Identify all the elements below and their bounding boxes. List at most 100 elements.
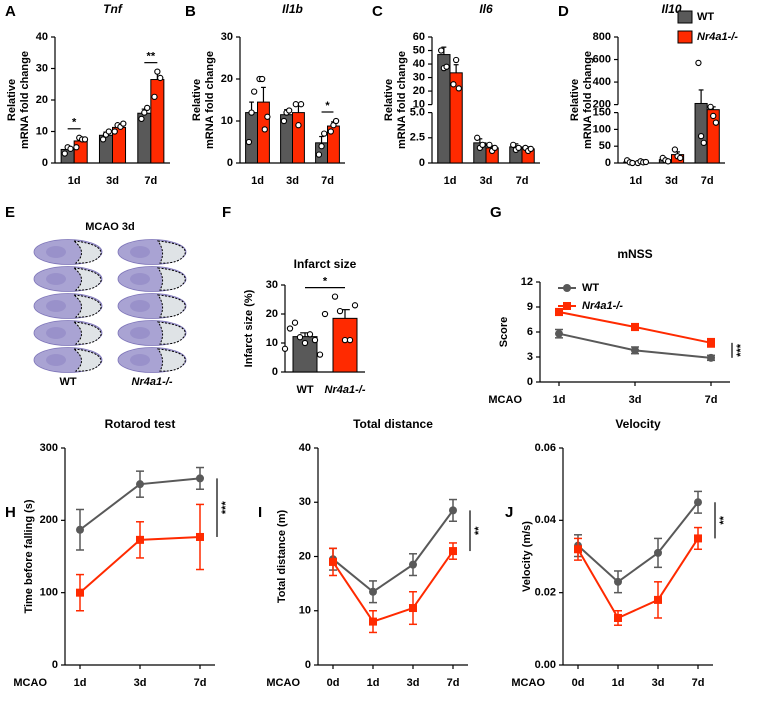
panel-letter: J [505, 504, 513, 521]
slice-texture [46, 246, 66, 258]
data-point [455, 85, 462, 92]
marker [694, 534, 702, 543]
brain-slice [33, 266, 103, 292]
y-tick-label: 10 [266, 337, 278, 349]
y-axis-label: Relative [6, 79, 18, 121]
marker [136, 480, 144, 489]
y-axis-label: mRNA fold change [396, 51, 408, 149]
marker [707, 338, 715, 347]
chart-title: Infarct size [294, 257, 357, 271]
y-axis-label: mRNA fold change [204, 51, 216, 149]
y-tick-label: 20 [221, 73, 233, 85]
x-tick-label: 7d [194, 677, 207, 689]
brain-slice [117, 239, 187, 265]
y-tick-label: 30 [36, 62, 48, 74]
brain-slice [117, 293, 187, 319]
y-tick-label: 0 [419, 157, 425, 169]
data-point [327, 128, 334, 135]
x-tick-label: 7d [447, 677, 460, 689]
y-tick-label: 0.06 [535, 442, 556, 454]
line [577, 537, 699, 620]
y-tick-label: 0 [42, 157, 48, 169]
brain-slice [33, 239, 103, 265]
data-point [527, 145, 534, 153]
chart-title: Il10 [661, 2, 681, 16]
y-tick-label: 10 [413, 99, 425, 111]
infarct-area [72, 348, 102, 372]
data-point [710, 112, 717, 120]
slice-texture [46, 354, 66, 366]
marker [654, 548, 662, 557]
data-point [664, 158, 672, 165]
y-axis-label: Score [498, 317, 510, 348]
bar [257, 101, 270, 164]
chart-title: Velocity [615, 417, 661, 431]
data-point [642, 158, 650, 166]
y-tick-label: 30 [266, 279, 278, 291]
slice-texture [130, 354, 150, 366]
x-tick-label: 1d [251, 175, 264, 187]
data-point [331, 293, 339, 300]
data-point [450, 81, 457, 88]
data-point [479, 141, 486, 149]
data-point [318, 143, 325, 150]
y-axis-label: Relative [383, 79, 395, 121]
data-point [99, 136, 107, 143]
x-tick-label: 3d [407, 677, 420, 689]
y-tick-label: 40 [299, 442, 311, 454]
brain-slice [117, 266, 187, 292]
x-tick-label: 1d [629, 175, 642, 187]
data-point [281, 345, 289, 352]
data-point [280, 117, 288, 125]
y-tick-label: 10 [221, 115, 233, 127]
data-point [695, 59, 702, 67]
y-tick-label: 0.00 [535, 659, 556, 671]
data-point [154, 68, 161, 75]
marker [707, 353, 715, 362]
y-tick-label: 100 [593, 123, 611, 135]
x-tick-label: 1d [367, 677, 380, 689]
legend-marker [563, 284, 571, 292]
marker [329, 557, 337, 566]
legend-label: WT [697, 11, 714, 23]
data-point [311, 336, 319, 344]
marker [614, 613, 622, 622]
data-point [292, 101, 299, 108]
data-point [321, 310, 329, 318]
y-axis-label: Velocity (m/s) [521, 521, 533, 592]
y-tick-label: 5.0 [410, 107, 425, 119]
significance-label: * [323, 276, 328, 288]
data-point [351, 302, 359, 309]
y-tick-label: 200 [593, 99, 611, 111]
y-tick-label: 400 [593, 76, 611, 88]
data-point [286, 325, 294, 332]
infarct-area [72, 294, 102, 318]
significance-label: *** [735, 343, 747, 357]
data-point [443, 63, 450, 70]
y-tick-label: 2.5 [410, 132, 425, 144]
significance-label: * [72, 117, 77, 129]
data-point [671, 146, 679, 153]
slice-texture [130, 246, 150, 258]
y-tick-label: 0.02 [535, 587, 556, 599]
infarct-area [156, 267, 186, 291]
slice-texture [130, 273, 150, 285]
brain-slice [33, 320, 103, 346]
significance-label: ** [718, 515, 730, 524]
data-point [346, 336, 354, 344]
legend-label: Nr4a1-/- [697, 31, 738, 43]
significance-label: * [325, 100, 330, 112]
y-tick-label: 50 [413, 44, 425, 56]
panel-letter: C [372, 3, 383, 20]
y-tick-label: 0 [605, 157, 611, 169]
y-tick-label: 0 [272, 366, 278, 378]
panel-letter: B [185, 3, 196, 20]
y-tick-label: 0 [305, 659, 311, 671]
x-axis-label: MCAO [488, 394, 522, 406]
data-point [301, 339, 309, 347]
y-axis-label: Total distance (m) [276, 510, 288, 604]
x-tick-label: 7d [705, 394, 718, 406]
infarct-area [156, 321, 186, 345]
panel-letter: H [5, 504, 16, 521]
x-tick-label: 1d [553, 394, 566, 406]
